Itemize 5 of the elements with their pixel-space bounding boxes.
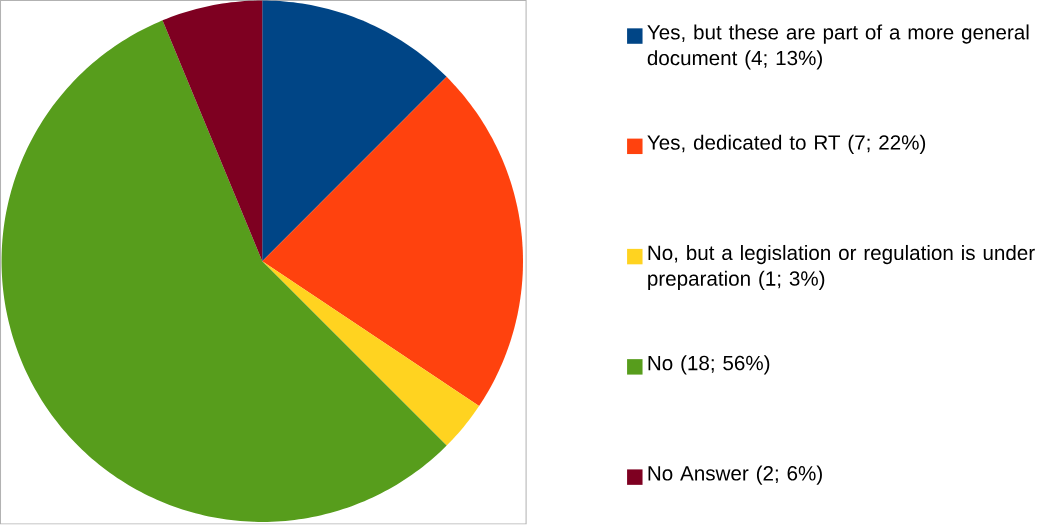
legend-label: No (18; 56%) xyxy=(648,355,770,375)
legend-label: No, but a legislation or regulation is under preparation (1; 3%) xyxy=(648,245,1035,291)
legend-label: No Answer (2; 6%) xyxy=(648,465,822,485)
legend-label: Yes, but these are part of a more general document (4; 13%) xyxy=(647,24,1029,70)
legend-label: Yes, dedicated to RT (7; 22%) xyxy=(647,134,926,155)
